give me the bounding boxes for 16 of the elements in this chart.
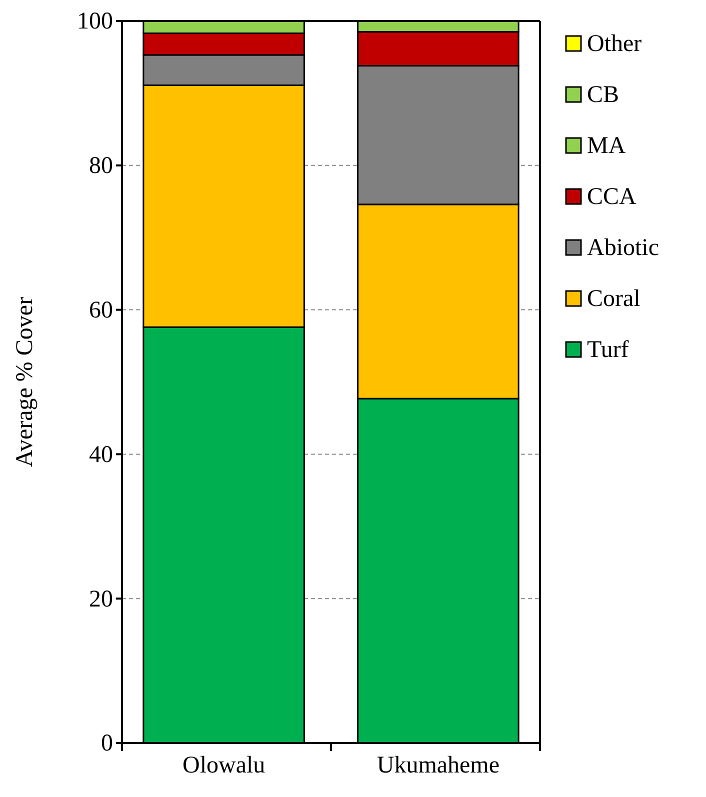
x-tick-label: Ukumaheme: [376, 752, 500, 778]
y-tick-label: 0: [101, 730, 113, 757]
legend-label: CCA: [587, 184, 638, 210]
y-tick-label: 80: [89, 153, 113, 180]
y-tick-label: 40: [89, 442, 113, 468]
legend-label: MA: [587, 133, 626, 159]
y-tick-label: 60: [89, 297, 113, 324]
x-tick-label: Olowalu: [182, 752, 266, 778]
legend-label: Coral: [587, 286, 641, 312]
legend-label: Abiotic: [587, 235, 659, 261]
legend-label: Other: [587, 31, 642, 57]
y-axis-title: Average % Cover: [12, 296, 38, 468]
legend-label: Turf: [587, 337, 629, 363]
y-tick-label: 20: [89, 586, 113, 612]
legend-label: CB: [587, 82, 620, 108]
y-tick-label: 100: [77, 8, 113, 35]
